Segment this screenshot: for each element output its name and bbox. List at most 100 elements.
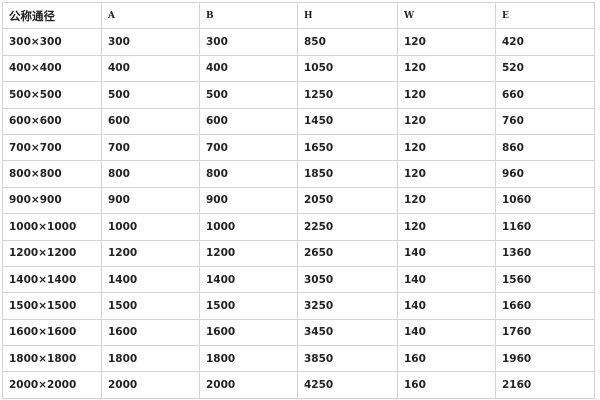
table-row: 1400×1400 1400 1400 3050 140 1560	[2, 265, 595, 294]
table-cell: 1400×1400	[2, 265, 102, 294]
table-cell: 800	[101, 160, 200, 188]
table-cell: 700×700	[2, 133, 102, 162]
table-cell: 1060	[495, 186, 595, 215]
header-cell: B	[199, 1, 298, 30]
header-cell: E	[495, 1, 595, 30]
table-cell: 160	[397, 371, 496, 399]
table-cell: 1500	[199, 292, 298, 320]
table-cell: 2000	[101, 371, 200, 399]
table-cell: 1360	[495, 239, 595, 267]
table-cell: 500	[199, 81, 298, 109]
table-cell: 1250	[297, 81, 398, 109]
table-row: 500×500 500 500 1250 120 660	[2, 81, 595, 109]
table-cell: 120	[397, 28, 496, 56]
table-cell: 800×800	[2, 160, 102, 188]
table-cell: 3450	[297, 318, 398, 347]
table-cell: 2650	[297, 239, 398, 267]
table-cell: 2000×2000	[2, 371, 102, 399]
table-cell: 1960	[495, 345, 595, 373]
table-cell: 1600	[101, 318, 200, 347]
table-cell: 2250	[297, 213, 398, 241]
header-cell: A	[101, 1, 200, 30]
table-cell: 960	[495, 160, 595, 188]
table-cell: 1200×1200	[2, 239, 102, 267]
table-row: 700×700 700 700 1650 120 860	[2, 133, 595, 162]
table-cell: 1650	[297, 133, 398, 162]
table-cell: 1160	[495, 213, 595, 241]
table-cell: 300×300	[2, 28, 102, 56]
table-cell: 120	[397, 54, 496, 83]
table-cell: 3850	[297, 345, 398, 373]
table-cell: 500×500	[2, 81, 102, 109]
table-row: 400×400 400 400 1050 120 520	[2, 54, 595, 83]
table-cell: 400	[101, 54, 200, 83]
table-cell: 420	[495, 28, 595, 56]
table-row: 800×800 800 800 1850 120 960	[2, 160, 595, 188]
table-cell: 600	[101, 107, 200, 135]
table-cell: 520	[495, 54, 595, 83]
table-cell: 120	[397, 81, 496, 109]
table-cell: 1500	[101, 292, 200, 320]
table-cell: 140	[397, 265, 496, 294]
table-cell: 120	[397, 213, 496, 241]
table-cell: 3250	[297, 292, 398, 320]
table-cell: 1660	[495, 292, 595, 320]
table-cell: 1050	[297, 54, 398, 83]
table-row: 1200×1200 1200 1200 2650 140 1360	[2, 239, 595, 267]
table-cell: 400×400	[2, 54, 102, 83]
table-cell: 1400	[199, 265, 298, 294]
table-cell: 300	[101, 28, 200, 56]
table-cell: 900	[101, 186, 200, 215]
table-cell: 400	[199, 54, 298, 83]
table-cell: 1850	[297, 160, 398, 188]
table-cell: 1000×1000	[2, 213, 102, 241]
table-cell: 3050	[297, 265, 398, 294]
table-row: 900×900 900 900 2050 120 1060	[2, 186, 595, 215]
table-cell: 1200	[101, 239, 200, 267]
table-cell: 1450	[297, 107, 398, 135]
table-row: 1500×1500 1500 1500 3250 140 1660	[2, 292, 595, 320]
table-cell: 900	[199, 186, 298, 215]
table-cell: 600	[199, 107, 298, 135]
table-cell: 2000	[199, 371, 298, 399]
table-cell: 700	[101, 133, 200, 162]
table-row: 1600×1600 1600 1600 3450 140 1760	[2, 318, 595, 347]
table-row: 1800×1800 1800 1800 3850 160 1960	[2, 345, 595, 373]
table-cell: 1500×1500	[2, 292, 102, 320]
table-header-row: 公称通径 A B H W E	[2, 1, 595, 30]
table-cell: 850	[297, 28, 398, 56]
table-row: 300×300 300 300 850 120 420	[2, 28, 595, 56]
table-cell: 2160	[495, 371, 595, 399]
table-cell: 760	[495, 107, 595, 135]
table-row: 2000×2000 2000 2000 4250 160 2160	[2, 371, 595, 399]
table-cell: 120	[397, 160, 496, 188]
table-cell: 900×900	[2, 186, 102, 215]
table-row: 600×600 600 600 1450 120 760	[2, 107, 595, 135]
table-cell: 140	[397, 239, 496, 267]
table-cell: 860	[495, 133, 595, 162]
table-cell: 140	[397, 292, 496, 320]
table-cell: 1400	[101, 265, 200, 294]
table-cell: 160	[397, 345, 496, 373]
table-cell: 1600×1600	[2, 318, 102, 347]
table-cell: 1600	[199, 318, 298, 347]
header-cell: H	[297, 1, 398, 30]
table-cell: 1000	[199, 213, 298, 241]
table-cell: 1560	[495, 265, 595, 294]
table-cell: 500	[101, 81, 200, 109]
table-cell: 660	[495, 81, 595, 109]
table-cell: 1200	[199, 239, 298, 267]
table-cell: 300	[199, 28, 298, 56]
table-cell: 600×600	[2, 107, 102, 135]
table-cell: 1800	[199, 345, 298, 373]
table-cell: 120	[397, 133, 496, 162]
header-cell: W	[397, 1, 496, 30]
table-cell: 2050	[297, 186, 398, 215]
table-cell: 800	[199, 160, 298, 188]
table-cell: 1760	[495, 318, 595, 347]
table-cell: 120	[397, 186, 496, 215]
table-row: 1000×1000 1000 1000 2250 120 1160	[2, 213, 595, 241]
table-cell: 120	[397, 107, 496, 135]
table-cell: 140	[397, 318, 496, 347]
